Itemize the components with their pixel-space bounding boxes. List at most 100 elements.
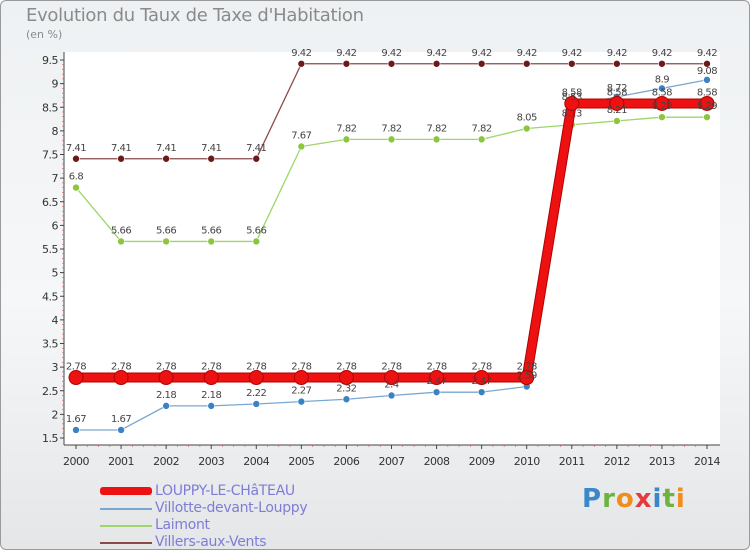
- data-point: [342, 59, 351, 68]
- data-point: [207, 402, 216, 410]
- data-point: [207, 237, 216, 246]
- data-label: 9.42: [607, 48, 627, 59]
- data-label: 9.42: [291, 48, 311, 59]
- data-point: [519, 370, 535, 386]
- data-point: [72, 183, 80, 192]
- y-tick-label: 4.5: [42, 290, 58, 303]
- data-point: [477, 59, 486, 68]
- data-label: 9.42: [336, 48, 356, 59]
- data-label: 9.08: [697, 66, 717, 77]
- x-tick-label: 2010: [514, 455, 540, 468]
- data-point: [522, 59, 531, 68]
- data-label: 2.32: [336, 383, 356, 394]
- data-label: 9.42: [652, 48, 672, 59]
- data-point: [297, 59, 306, 68]
- data-point: [117, 237, 125, 246]
- data-point: [248, 370, 264, 386]
- data-label: 8.29: [652, 101, 672, 112]
- y-tick-label: 2: [52, 408, 59, 421]
- data-point: [72, 154, 80, 163]
- data-point: [252, 400, 261, 408]
- data-point: [613, 117, 621, 125]
- data-label: 8.58: [697, 87, 717, 98]
- data-label: 7.41: [111, 143, 131, 154]
- data-label: 7.41: [66, 143, 86, 154]
- data-point: [387, 135, 396, 144]
- y-tick-label: 1.5: [42, 432, 58, 445]
- data-label: 8.29: [697, 101, 717, 112]
- data-point: [162, 237, 170, 246]
- y-tick-label: 5: [52, 267, 59, 280]
- x-tick-label: 2006: [333, 455, 359, 468]
- data-label: 2.78: [201, 362, 221, 373]
- data-point: [384, 370, 399, 386]
- data-point: [432, 59, 441, 68]
- data-point: [203, 370, 219, 386]
- logo-letter: i: [652, 484, 663, 514]
- logo-letter: o: [615, 484, 635, 514]
- y-tick-label: 8.5: [42, 101, 58, 114]
- data-point: [699, 95, 715, 111]
- x-tick-label: 2013: [649, 455, 675, 468]
- data-label: 8.58: [652, 87, 672, 98]
- data-point: [703, 59, 711, 68]
- chart-title: Evolution du Taux de Taxe d'Habitation: [26, 5, 364, 26]
- data-label: 9.42: [517, 48, 537, 59]
- data-label: 7.82: [381, 123, 401, 134]
- data-label: 1.67: [66, 414, 86, 425]
- x-tick-label: 2001: [108, 455, 134, 468]
- data-point: [293, 370, 309, 386]
- logo-letter: x: [634, 484, 653, 514]
- x-tick-label: 2000: [63, 455, 89, 468]
- data-label: 9.42: [472, 48, 492, 59]
- data-label: 2.78: [291, 362, 311, 373]
- logo-letter: t: [662, 484, 676, 514]
- data-label: 2.59: [517, 370, 537, 381]
- data-point: [162, 154, 170, 163]
- y-tick-label: 6.5: [42, 196, 58, 209]
- x-tick-label: 2008: [424, 455, 450, 468]
- data-point: [72, 426, 80, 434]
- data-label: 9.42: [697, 48, 717, 59]
- data-label: 8.53: [562, 92, 582, 103]
- legend-swatch: [100, 525, 152, 527]
- data-label: 2.18: [201, 390, 221, 401]
- data-point: [338, 370, 354, 386]
- y-tick-label: 6: [52, 219, 59, 232]
- x-tick-label: 2005: [288, 455, 314, 468]
- y-unit-label: (en %): [26, 28, 63, 41]
- y-tick-label: 7: [52, 172, 59, 185]
- legend-label: Villers-aux-Vents: [155, 534, 267, 550]
- data-point: [564, 95, 580, 111]
- data-label: 2.78: [472, 362, 492, 373]
- data-point: [613, 59, 621, 68]
- data-label: 6.8: [69, 172, 84, 183]
- x-tick-label: 2012: [604, 455, 630, 468]
- data-label: 7.41: [201, 143, 221, 154]
- data-label: 5.66: [111, 225, 131, 236]
- data-label: 5.66: [156, 225, 176, 236]
- legend-swatch: [100, 487, 152, 495]
- data-label: 1.67: [111, 414, 131, 425]
- data-point: [658, 84, 666, 93]
- data-point: [207, 154, 216, 163]
- data-label: 2.78: [426, 362, 446, 373]
- data-label: 8.58: [562, 87, 582, 98]
- legend-label: LOUPPY-LE-CHâTEAU: [155, 483, 295, 499]
- data-point: [297, 142, 306, 151]
- data-label: 5.66: [246, 225, 266, 236]
- data-label: 2.78: [246, 362, 266, 373]
- data-label: 8.13: [562, 109, 582, 120]
- logo-letter: i: [675, 484, 686, 514]
- data-point: [342, 135, 351, 144]
- x-tick-label: 2004: [243, 455, 269, 468]
- proxiti-logo: Proxiti: [582, 484, 686, 514]
- data-label: 9.42: [562, 48, 582, 59]
- x-tick-label: 2002: [153, 455, 179, 468]
- data-point: [117, 426, 125, 434]
- data-label: 7.82: [426, 123, 446, 134]
- data-label: 7.41: [246, 143, 266, 154]
- x-tick-label: 2003: [198, 455, 224, 468]
- data-point: [117, 154, 125, 163]
